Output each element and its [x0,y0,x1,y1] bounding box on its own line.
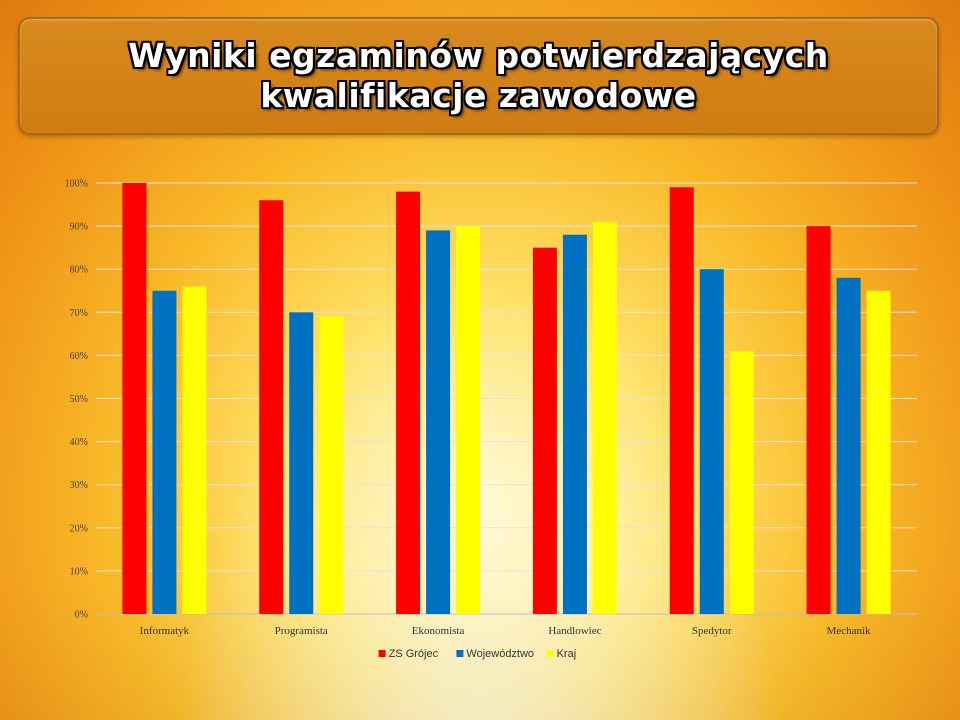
bar-zs-grójec [669,187,694,614]
legend-swatch [546,650,554,657]
bar-kraj [319,316,344,614]
bar-zs-grójec [259,200,284,615]
x-axis-labels: Informatyk Programista Ekonomista Handlowie… [140,625,871,637]
bars [122,183,891,615]
bar-województwo [152,290,177,614]
x-category-label: Ekonomista [412,625,465,637]
x-category-label: Mechanik [827,625,871,637]
legend-label: ZS Grójec [389,648,439,660]
y-tick-label: 0% [75,610,88,621]
x-category-label: Informatyk [140,625,190,637]
bar-województwo [562,234,587,614]
y-tick-label: 10% [70,566,88,577]
bar-kraj [729,351,754,614]
gridlines [96,182,917,615]
bar-zs-grójec [396,191,421,614]
y-tick-label: 60% [70,351,88,362]
legend: ZS Grójec Województwo Kraj [378,648,577,660]
legend-swatch [456,650,464,657]
legend-label: Województwo [466,648,534,660]
slide-title: Wyniki egzaminów potwierdzających kwalif… [128,36,829,115]
bar-kraj [182,286,207,614]
bar-zs-grójec [806,226,831,614]
x-category-label: Spedytor [692,625,732,637]
bar-województwo [289,312,314,614]
chart-area: 0% 10% 20% 30% 40% 50% 60% 70% 80% 90% 100% Inform… [0,150,960,680]
bar-zs-grójec [532,247,557,614]
bar-kraj [592,221,617,614]
y-tick-label: 40% [70,437,88,448]
bar-województwo [836,277,861,614]
y-tick-label: 90% [70,222,88,233]
bar-kraj [866,290,891,614]
legend-swatch [378,650,386,657]
bar-kraj [456,226,481,614]
title-banner: Wyniki egzaminów potwierdzających kwalif… [18,17,939,135]
bar-województwo [699,269,724,614]
y-axis-ticks: 0% 10% 20% 30% 40% 50% 60% 70% 80% 90% 100% [65,179,88,621]
bar-chart: 0% 10% 20% 30% 40% 50% 60% 70% 80% 90% 100% Inform… [65,179,917,660]
x-category-label: Programista [275,625,328,637]
y-tick-label: 20% [70,523,88,534]
bar-województwo [426,230,451,614]
y-tick-label: 70% [70,308,88,319]
x-category-label: Handlowiec [548,625,601,637]
legend-label: Kraj [557,648,577,660]
y-tick-label: 100% [65,179,88,190]
y-tick-label: 80% [70,265,88,276]
y-tick-label: 30% [70,480,88,491]
bar-zs-grójec [122,183,147,614]
y-tick-label: 50% [70,394,88,405]
